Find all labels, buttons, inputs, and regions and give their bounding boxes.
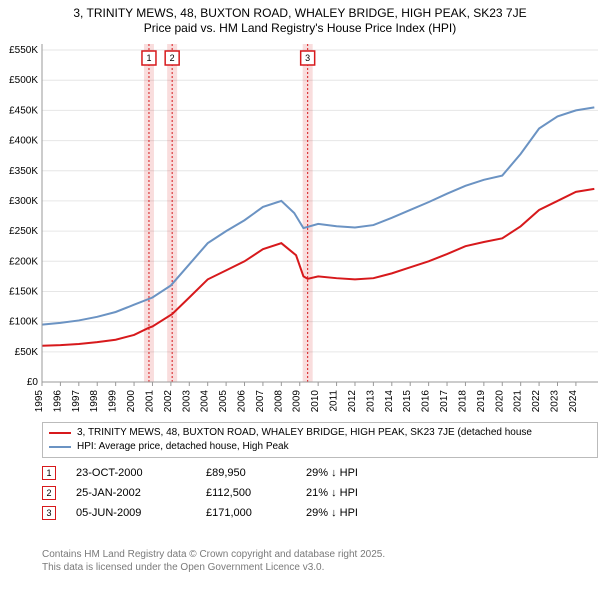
x-tick-label: 1997 [71, 390, 82, 413]
x-tick-label: 2016 [421, 390, 432, 413]
footer-line-2: This data is licensed under the Open Gov… [42, 561, 385, 574]
legend-label: 3, TRINITY MEWS, 48, BUXTON ROAD, WHALEY… [77, 426, 532, 440]
footer-attribution: Contains HM Land Registry data © Crown c… [42, 548, 385, 574]
y-tick-label: £100K [9, 317, 38, 328]
y-tick-label: £250K [9, 226, 38, 237]
event-marker-box: 2 [42, 486, 56, 500]
x-tick-label: 1996 [52, 390, 63, 413]
legend: 3, TRINITY MEWS, 48, BUXTON ROAD, WHALEY… [42, 422, 598, 458]
x-tick-label: 2010 [310, 390, 321, 413]
x-tick-label: 1999 [108, 390, 119, 413]
event-date: 25-JAN-2002 [76, 487, 186, 499]
y-tick-label: £0 [27, 377, 39, 388]
x-tick-label: 2005 [218, 390, 229, 413]
y-tick-label: £500K [9, 75, 38, 86]
y-tick-label: £200K [9, 256, 38, 267]
y-tick-label: £50K [15, 347, 39, 358]
x-tick-label: 2001 [144, 390, 155, 413]
event-table: 1 23-OCT-2000 £89,950 29% ↓ HPI 2 25-JAN-2002… [42, 463, 358, 523]
x-tick-label: 2024 [568, 390, 579, 413]
x-tick-label: 2014 [384, 390, 395, 413]
event-row: 2 25-JAN-2002 £112,500 21% ↓ HPI [42, 483, 358, 503]
chart-container: 3, TRINITY MEWS, 48, BUXTON ROAD, WHALEY… [0, 0, 600, 590]
event-marker-box: 3 [42, 506, 56, 520]
x-tick-label: 2015 [402, 390, 413, 413]
x-tick-label: 2020 [494, 390, 505, 413]
event-date: 05-JUN-2009 [76, 507, 186, 519]
legend-label: HPI: Average price, detached house, High… [77, 440, 289, 454]
event-price: £112,500 [206, 487, 286, 499]
event-price: £171,000 [206, 507, 286, 519]
chart-marker-number: 1 [146, 53, 151, 63]
x-tick-label: 2003 [181, 390, 192, 413]
x-tick-label: 2008 [273, 390, 284, 413]
x-tick-label: 2007 [255, 390, 266, 413]
x-tick-label: 2009 [292, 390, 303, 413]
y-tick-label: £300K [9, 196, 38, 207]
x-tick-label: 2013 [365, 390, 376, 413]
event-marker-box: 1 [42, 466, 56, 480]
x-tick-label: 2018 [457, 390, 468, 413]
y-tick-label: £150K [9, 286, 38, 297]
footer-line-1: Contains HM Land Registry data © Crown c… [42, 548, 385, 561]
y-tick-label: £400K [9, 136, 38, 147]
x-tick-label: 2012 [347, 390, 358, 413]
x-tick-label: 2006 [237, 390, 248, 413]
y-tick-label: £450K [9, 105, 38, 116]
legend-row: 3, TRINITY MEWS, 48, BUXTON ROAD, WHALEY… [49, 426, 591, 440]
y-tick-label: £550K [9, 45, 38, 56]
legend-swatch [49, 432, 71, 434]
chart-plot: £0 £50K £100K £150K £200K £250K £300K £350K £400… [0, 0, 600, 422]
x-tick-label: 2002 [163, 390, 174, 413]
y-tick-label: £350K [9, 166, 38, 177]
event-date: 23-OCT-2000 [76, 467, 186, 479]
event-diff: 29% ↓ HPI [306, 467, 358, 479]
legend-swatch [49, 446, 71, 448]
x-tick-label: 2021 [513, 390, 524, 413]
chart-marker-number: 2 [170, 53, 175, 63]
x-tick-label: 2011 [329, 390, 340, 412]
x-tick-label: 2004 [200, 390, 211, 413]
event-diff: 29% ↓ HPI [306, 507, 358, 519]
x-tick-label: 2022 [531, 390, 542, 413]
event-row: 3 05-JUN-2009 £171,000 29% ↓ HPI [42, 503, 358, 523]
x-tick-label: 2019 [476, 390, 487, 413]
x-tick-label: 2000 [126, 390, 137, 413]
event-row: 1 23-OCT-2000 £89,950 29% ↓ HPI [42, 463, 358, 483]
event-diff: 21% ↓ HPI [306, 487, 358, 499]
x-tick-label: 2023 [549, 390, 560, 413]
legend-row: HPI: Average price, detached house, High… [49, 440, 591, 454]
chart-marker-number: 3 [305, 53, 310, 63]
event-price: £89,950 [206, 467, 286, 479]
x-tick-label: 2017 [439, 390, 450, 413]
x-tick-label: 1998 [89, 390, 100, 413]
x-tick-label: 1995 [34, 390, 45, 413]
